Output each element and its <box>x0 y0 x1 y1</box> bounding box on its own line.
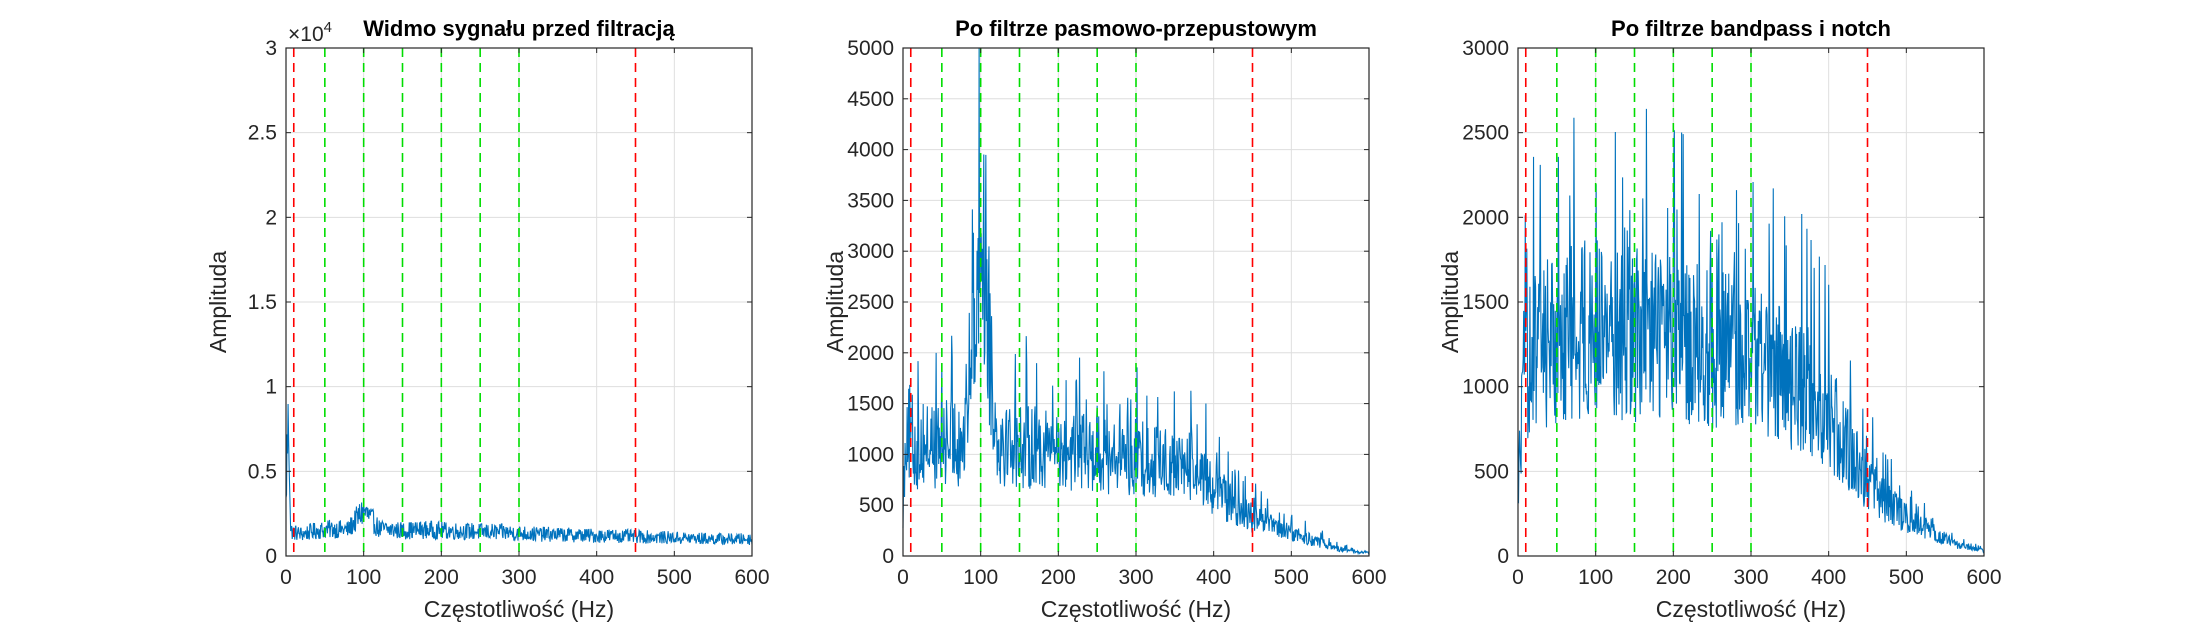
y-tick-label: 2 <box>265 206 277 229</box>
y-tick-label: 5000 <box>847 37 894 60</box>
x-tick-label: 200 <box>424 566 459 589</box>
y-tick-label: 2000 <box>847 342 894 365</box>
x-tick-label: 300 <box>1733 566 1768 589</box>
x-tick-label: 500 <box>657 566 692 589</box>
y-tick-label: 2500 <box>1462 122 1509 145</box>
y-tick-label: 1500 <box>847 393 894 416</box>
chart-title: Widmo sygnału przed filtracją <box>363 16 675 41</box>
y-tick-label: 0.5 <box>248 460 277 483</box>
y-tick-label: 1.5 <box>248 291 277 314</box>
y-axis-label: Amplituda <box>1437 251 1463 353</box>
series-line <box>1517 108 1985 554</box>
y-tick-label: 1500 <box>1462 291 1509 314</box>
y-tick-label: 1 <box>265 376 277 399</box>
x-tick-label: 200 <box>1041 566 1076 589</box>
y-tick-label: 2000 <box>1462 206 1509 229</box>
x-tick-label: 500 <box>1889 566 1924 589</box>
chart-panel-3: 0 100 200 300 400 500 600 0 500 1000 1500 2000 2500 3… <box>1437 16 2002 622</box>
y-tick-label: 2500 <box>847 291 894 314</box>
x-tick-label: 300 <box>501 566 536 589</box>
x-tick-label: 0 <box>897 566 909 589</box>
x-tick-label: 0 <box>1512 566 1524 589</box>
y-tick-label: 3500 <box>847 189 894 212</box>
x-tick-label: 200 <box>1656 566 1691 589</box>
y-tick-label: 0 <box>1497 545 1509 568</box>
y-tick-label: 3000 <box>847 240 894 263</box>
x-tick-label: 100 <box>1578 566 1613 589</box>
x-tick-label: 300 <box>1118 566 1153 589</box>
axis-exponent-base: ×10 <box>288 23 324 46</box>
chart-title: Po filtrze pasmowo-przepustowym <box>955 16 1317 41</box>
x-tick-label: 600 <box>1966 566 2001 589</box>
chart-title: Po filtrze bandpass i notch <box>1611 16 1891 41</box>
y-tick-label: 3000 <box>1462 37 1509 60</box>
chart-panel-1: 0 100 200 300 400 500 600 0 0.5 1 1.5 2 2.5 3 ×104 Widm… <box>205 16 770 622</box>
y-tick-label: 3 <box>265 37 277 60</box>
y-tick-label: 0 <box>265 545 277 568</box>
x-tick-label: 100 <box>963 566 998 589</box>
x-tick-label: 0 <box>280 566 292 589</box>
x-tick-label: 400 <box>579 566 614 589</box>
x-axis-label: Częstotliwość (Hz) <box>1656 596 1846 622</box>
y-tick-label: 500 <box>859 494 894 517</box>
x-tick-label: 100 <box>346 566 381 589</box>
y-tick-label: 0 <box>882 545 894 568</box>
x-tick-label: 600 <box>734 566 769 589</box>
y-tick-label: 4000 <box>847 139 894 162</box>
x-tick-label: 600 <box>1351 566 1386 589</box>
y-tick-label: 500 <box>1474 460 1509 483</box>
chart-panel-2: 0 100 200 300 400 500 600 0 500 1000 1500 2000 2500 3… <box>822 16 1387 622</box>
y-tick-label: 1000 <box>1462 376 1509 399</box>
y-axis-label: Amplituda <box>205 251 231 353</box>
y-axis-label: Amplituda <box>822 251 848 353</box>
x-axis-label: Częstotliwość (Hz) <box>1041 596 1231 622</box>
y-tick-label: 4500 <box>847 88 894 111</box>
y-tick-label: 2.5 <box>248 122 277 145</box>
axis-exponent-power: 4 <box>324 19 332 36</box>
axis-exponent-label: ×104 <box>288 19 332 46</box>
x-tick-label: 400 <box>1196 566 1231 589</box>
y-tick-label: 1000 <box>847 443 894 466</box>
x-tick-label: 500 <box>1274 566 1309 589</box>
x-axis-label: Częstotliwość (Hz) <box>424 596 614 622</box>
x-tick-label: 400 <box>1811 566 1846 589</box>
